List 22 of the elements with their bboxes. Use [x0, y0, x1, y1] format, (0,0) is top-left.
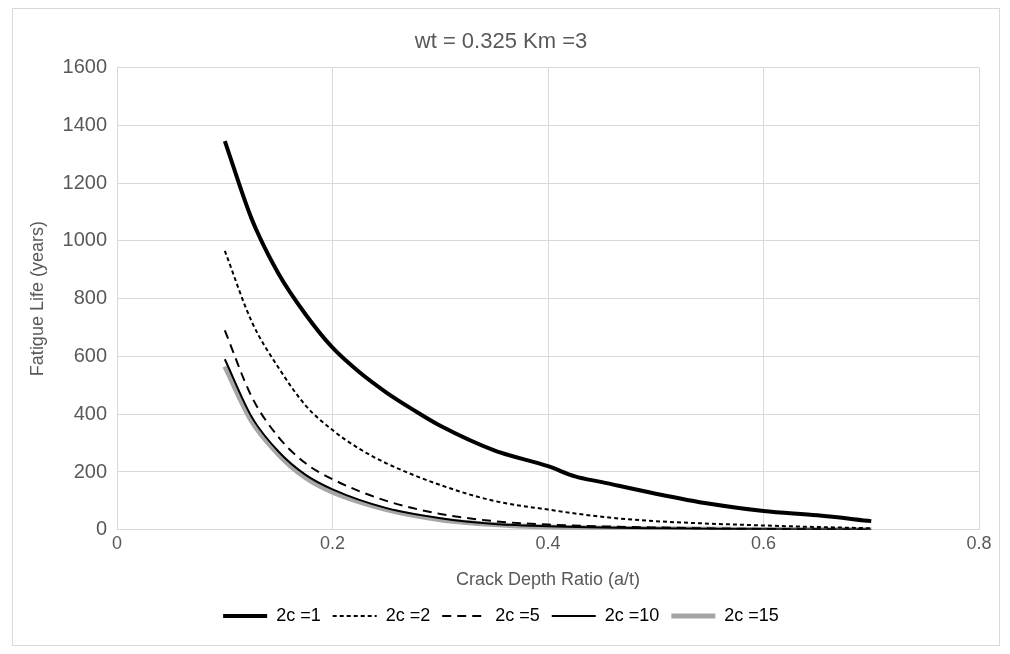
y-tick-label: 200: [73, 459, 108, 482]
y-tick-label: 1200: [62, 170, 108, 193]
chart-title: wt = 0.325 Km =3: [413, 28, 588, 54]
legend-label: 2c =1: [276, 604, 321, 625]
y-tick-label: 1000: [62, 228, 108, 251]
x-axis-title: Crack Depth Ratio (a/t): [456, 569, 641, 590]
legend-label: 2c =2: [385, 604, 431, 625]
y-tick-label: 800: [73, 286, 108, 309]
y-tick-label: 1600: [62, 54, 108, 77]
legend-label: 2c =5: [495, 604, 540, 625]
line-series: [222, 139, 874, 524]
x-tick-label: 0.6: [751, 532, 777, 553]
y-axis-title: Fatigue Life (years): [26, 221, 47, 377]
legend-label: 2c =10: [604, 604, 660, 625]
x-tick-label: 0: [112, 532, 123, 553]
legend-label: 2c =15: [724, 604, 779, 625]
y-tick-label: 1400: [62, 112, 108, 135]
y-tick-label: 600: [73, 343, 108, 366]
x-tick-label: 0.8: [966, 532, 992, 553]
x-tick-label: 0.4: [535, 532, 561, 553]
y-tick-label: 400: [73, 401, 108, 424]
x-tick-label: 0.2: [320, 532, 346, 553]
